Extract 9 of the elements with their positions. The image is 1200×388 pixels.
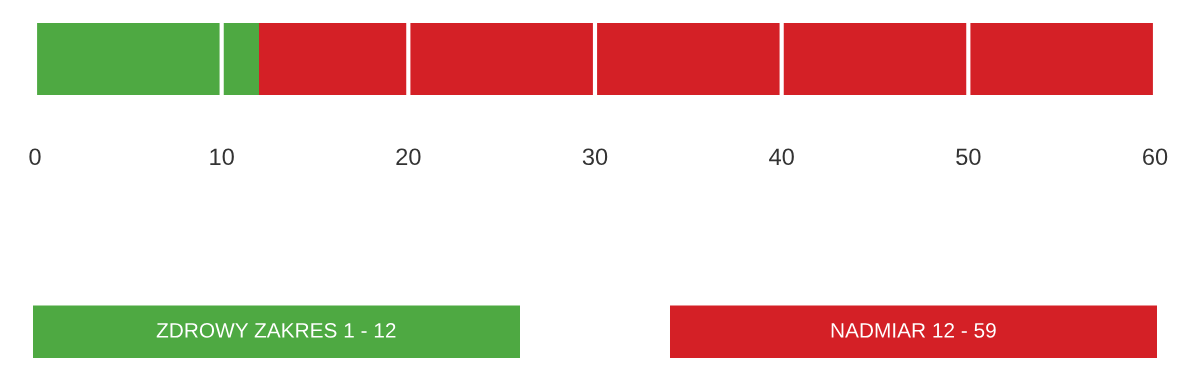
x-tick-label: 60 xyxy=(1143,148,1168,166)
x-tick-label: 40 xyxy=(769,148,794,166)
text: NADMIAR 12 - 59 xyxy=(831,323,996,338)
x-tick-label: 50 xyxy=(956,148,981,166)
text: ZDROWY ZAKRES 1 - 12 xyxy=(156,323,396,338)
x-tick-label: 0 xyxy=(29,148,41,166)
x-tick-label: 10 xyxy=(210,148,234,166)
x-tick-label: 30 xyxy=(582,148,608,166)
x-tick-label: 20 xyxy=(396,148,421,166)
